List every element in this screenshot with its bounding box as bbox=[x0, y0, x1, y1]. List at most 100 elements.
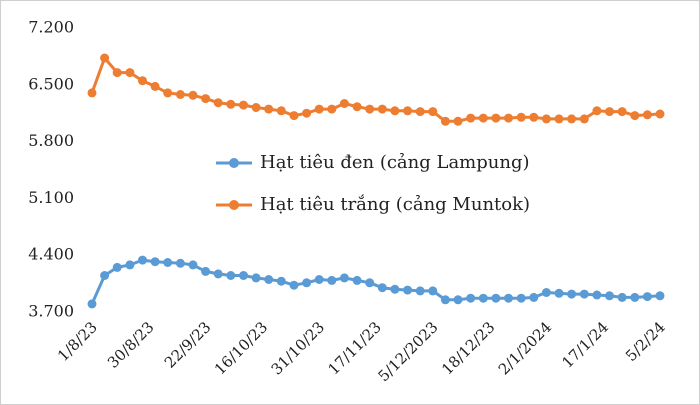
data-point bbox=[163, 88, 173, 98]
data-point bbox=[264, 275, 274, 284]
data-point bbox=[403, 285, 413, 295]
series-layer bbox=[87, 53, 665, 309]
data-point bbox=[504, 113, 513, 123]
data-point bbox=[125, 68, 135, 78]
data-point bbox=[314, 104, 324, 114]
data-point bbox=[554, 114, 564, 124]
y-tick-label: 5.100 bbox=[28, 188, 74, 207]
data-point bbox=[390, 106, 400, 116]
x-tick-label: 17/11/23 bbox=[324, 318, 384, 378]
data-point bbox=[642, 110, 652, 120]
data-point bbox=[592, 290, 602, 300]
series-line bbox=[90, 56, 661, 123]
data-point bbox=[491, 293, 501, 303]
data-point bbox=[415, 286, 425, 296]
data-point bbox=[213, 98, 223, 108]
data-point bbox=[264, 104, 274, 114]
series-1 bbox=[87, 53, 665, 126]
data-point bbox=[617, 292, 627, 302]
data-point bbox=[642, 292, 652, 302]
legend-label-white-pepper: Hạt tiêu trắng (cảng Muntok) bbox=[260, 193, 530, 215]
data-point bbox=[327, 104, 337, 114]
y-axis-ticks: 3.700 4.400 5.100 5.800 6.500 7.200 bbox=[28, 18, 74, 321]
data-point bbox=[440, 116, 450, 126]
data-point bbox=[516, 293, 526, 303]
data-point bbox=[339, 273, 349, 283]
data-point bbox=[541, 288, 551, 297]
data-point bbox=[655, 291, 665, 301]
legend: Hạt tiêu đen (cảng Lampung) Hạt tiêu trắ… bbox=[216, 152, 530, 215]
y-tick-label: 4.400 bbox=[28, 245, 74, 264]
data-point bbox=[516, 112, 526, 122]
data-point bbox=[125, 260, 135, 270]
data-point bbox=[554, 288, 564, 298]
y-tick-label: 3.700 bbox=[28, 302, 74, 321]
data-point bbox=[314, 275, 324, 284]
data-point bbox=[100, 271, 110, 280]
data-point bbox=[377, 283, 387, 293]
data-point bbox=[377, 104, 387, 114]
data-point bbox=[289, 280, 299, 290]
data-point bbox=[529, 112, 539, 122]
data-point bbox=[150, 257, 160, 267]
legend-item-white-pepper: Hạt tiêu trắng (cảng Muntok) bbox=[216, 193, 530, 215]
data-point bbox=[390, 284, 400, 294]
x-tick-label: 5/2/24 bbox=[622, 318, 669, 365]
data-point bbox=[289, 111, 299, 121]
y-tick-label: 7.200 bbox=[28, 18, 74, 37]
data-point bbox=[491, 113, 501, 123]
series-line bbox=[90, 258, 661, 305]
data-point bbox=[100, 53, 110, 63]
x-tick-label: 16/10/23 bbox=[211, 318, 271, 378]
y-tick-label: 5.800 bbox=[28, 131, 74, 150]
data-point bbox=[150, 81, 160, 91]
data-point bbox=[87, 88, 97, 98]
data-point bbox=[112, 68, 122, 78]
legend-label-black-pepper: Hạt tiêu đen (cảng Lampung) bbox=[260, 152, 530, 173]
series-0 bbox=[87, 255, 665, 309]
data-point bbox=[188, 260, 198, 270]
data-point bbox=[87, 299, 97, 309]
y-tick-label: 6.500 bbox=[28, 74, 74, 93]
data-point bbox=[365, 278, 375, 288]
data-point bbox=[415, 107, 425, 117]
data-point bbox=[453, 116, 463, 126]
data-point bbox=[529, 292, 539, 302]
data-point bbox=[302, 278, 312, 288]
data-point bbox=[579, 289, 589, 299]
data-point bbox=[226, 271, 236, 280]
data-point bbox=[567, 114, 577, 124]
data-point bbox=[138, 76, 147, 86]
x-tick-label: 1/8/23 bbox=[54, 318, 101, 365]
data-point bbox=[138, 255, 147, 265]
data-point bbox=[112, 262, 122, 272]
data-point bbox=[440, 295, 450, 305]
data-point bbox=[478, 113, 488, 123]
data-point bbox=[466, 293, 476, 303]
data-point bbox=[630, 292, 640, 302]
data-point bbox=[504, 293, 513, 303]
legend-marker-black-pepper bbox=[229, 158, 239, 168]
data-point bbox=[327, 275, 337, 285]
data-point bbox=[478, 293, 488, 303]
data-point bbox=[239, 271, 248, 280]
data-point bbox=[226, 99, 236, 109]
data-point bbox=[201, 94, 211, 104]
data-point bbox=[251, 103, 261, 112]
x-tick-label: 30/8/23 bbox=[104, 318, 158, 372]
data-point bbox=[428, 107, 438, 117]
legend-marker-white-pepper bbox=[229, 200, 239, 210]
data-point bbox=[428, 286, 438, 296]
x-tick-label: 18/12/23 bbox=[438, 318, 498, 378]
data-point bbox=[251, 273, 261, 283]
data-point bbox=[239, 100, 248, 110]
data-point bbox=[630, 111, 640, 121]
data-point bbox=[188, 90, 198, 100]
data-point bbox=[201, 266, 211, 276]
data-point bbox=[352, 102, 362, 112]
data-point bbox=[579, 114, 589, 124]
data-point bbox=[605, 107, 614, 117]
x-tick-label: 2/1/2024 bbox=[495, 318, 555, 378]
data-point bbox=[403, 106, 413, 116]
